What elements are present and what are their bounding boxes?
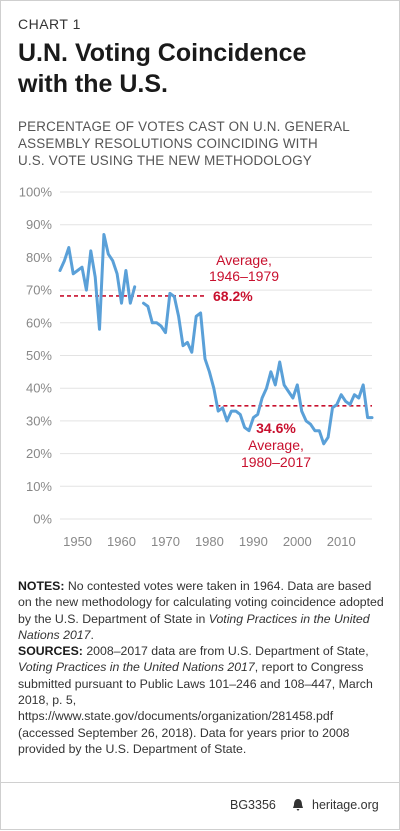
y-tick-label: 90%: [26, 217, 52, 232]
y-tick-label: 40%: [26, 381, 52, 396]
y-tick-label: 10%: [26, 479, 52, 494]
series-line-segment-2: [142, 291, 374, 446]
x-tick-label: 1980: [195, 534, 224, 549]
sources-text-1: 2008–2017 data are from U.S. Department …: [82, 644, 369, 659]
x-tick-label: 1950: [63, 534, 92, 549]
average-2-label-line-1: Average,: [248, 437, 304, 453]
bell-icon: [291, 798, 305, 815]
y-tick-label: 80%: [26, 250, 52, 265]
notes-text-2: .: [90, 627, 94, 642]
notes-text-1: No contested votes were taken in 1964. D…: [18, 579, 384, 626]
x-axis-ticks: 1950 1960 1970 1980 1990 2000 2010: [63, 534, 356, 549]
line-chart: 0%10%20%30%40%50%60%70%80%90%100% 1950 19…: [19, 185, 374, 549]
y-tick-label: 70%: [26, 283, 52, 298]
sources-italic: Voting Practices in the United Nations 2…: [18, 660, 255, 675]
y-tick-label: 0%: [33, 512, 52, 527]
average-annotations: Average, 1946–1979 68.2% 34.6% Average, …: [209, 252, 311, 470]
series-line-segment-1: [58, 233, 137, 331]
average-1-value-label: 68.2%: [213, 288, 253, 304]
average-1-label-line-1: Average,: [216, 252, 272, 268]
y-tick-label: 50%: [26, 348, 52, 363]
chart-subtitle-line-3: U.S. VOTE USING THE NEW METHODOLOGY: [18, 153, 312, 168]
y-tick-label: 20%: [26, 446, 52, 461]
x-tick-label: 1960: [107, 534, 136, 549]
gridlines: [60, 191, 372, 520]
report-code: BG3356: [230, 798, 276, 812]
sources-text-2: , report to Congress submitted pursuant …: [18, 660, 373, 756]
notes-italic: Voting Practices in the United Nations 2…: [18, 611, 370, 642]
series-lines: [58, 233, 374, 446]
x-tick-label: 1970: [151, 534, 180, 549]
chart-title-line-1: U.N. Voting Coincidence: [18, 39, 307, 67]
chart-number-label: CHART 1: [18, 16, 81, 32]
x-tick-label: 2010: [327, 534, 356, 549]
average-1-label-line-2: 1946–1979: [209, 268, 279, 284]
chart-subtitle-line-1: PERCENTAGE OF VOTES CAST ON U.N. GENERAL: [18, 119, 350, 134]
x-tick-label: 2000: [283, 534, 312, 549]
average-lines: [60, 295, 372, 407]
y-tick-label: 30%: [26, 413, 52, 428]
chart-title: U.N. Voting Coincidence with the U.S.: [18, 38, 388, 100]
notes-heading: NOTES:: [18, 579, 65, 593]
chart-subtitle-line-2: ASSEMBLY RESOLUTIONS COINCIDING WITH: [18, 136, 318, 151]
y-tick-label: 100%: [19, 185, 53, 200]
y-axis-ticks: 0% 10% 20% 30% 40% 50% 60% 70% 80% 90% 100%: [19, 185, 53, 527]
average-2-value-label: 34.6%: [256, 420, 296, 436]
average-2-label-line-2: 1980–2017: [241, 454, 311, 470]
chart-title-line-2: with the U.S.: [18, 70, 168, 98]
heritage-link[interactable]: heritage.org: [312, 798, 379, 812]
y-tick-label: 60%: [26, 315, 52, 330]
notes-block: NOTES: No contested votes were taken in …: [18, 578, 386, 757]
chart-subtitle: PERCENTAGE OF VOTES CAST ON U.N. GENERAL…: [18, 118, 388, 169]
sources-heading: SOURCES:: [18, 644, 83, 659]
x-tick-label: 1990: [239, 534, 268, 549]
footer: BG3356 heritage.org: [0, 782, 400, 831]
